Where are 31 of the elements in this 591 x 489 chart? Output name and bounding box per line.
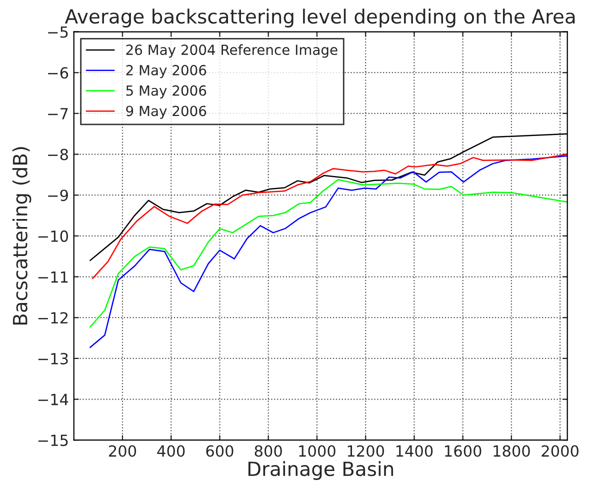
x-tick-label: 1000 (299, 445, 336, 457)
x-tick-label: 600 (206, 445, 234, 457)
x-axis-title: Drainage Basin (248, 461, 394, 480)
x-tick-label: 1800 (494, 445, 530, 457)
y-axis-title: Bacscattering (dB) (12, 147, 32, 325)
y-tick-label: −12 (38, 312, 68, 324)
y-tick-label: −14 (38, 394, 68, 406)
y-tick-label: −15 (38, 434, 68, 446)
y-tick-label: −5 (48, 26, 68, 38)
x-tick-label: 2000 (542, 445, 578, 457)
y-tick-label: −10 (38, 230, 68, 242)
line-series (92, 154, 568, 280)
y-tick-label: −6 (48, 67, 68, 79)
legend-label: 2 May 2006 (126, 64, 206, 78)
y-tick-label: −8 (48, 148, 68, 160)
x-tick-label: 200 (109, 445, 136, 457)
line-series (90, 155, 568, 348)
legend-label: 9 May 2006 (126, 106, 206, 119)
y-tick-label: −7 (48, 108, 68, 120)
line-series (90, 178, 568, 328)
x-tick-label: 1600 (445, 445, 482, 457)
x-tick-label: 800 (254, 445, 282, 457)
y-tick-label: −11 (38, 271, 68, 283)
y-tick-label: −9 (48, 190, 68, 202)
x-tick-label: 1200 (348, 445, 384, 457)
legend-label: 5 May 2006 (126, 85, 206, 98)
legend-label: 26 May 2004 Reference Image (126, 44, 338, 58)
chart-title: Average backscattering level depending on the Area (64, 8, 575, 28)
y-tick-label: −13 (38, 352, 68, 364)
x-tick-label: 1400 (396, 445, 433, 457)
x-tick-label: 400 (157, 445, 185, 457)
